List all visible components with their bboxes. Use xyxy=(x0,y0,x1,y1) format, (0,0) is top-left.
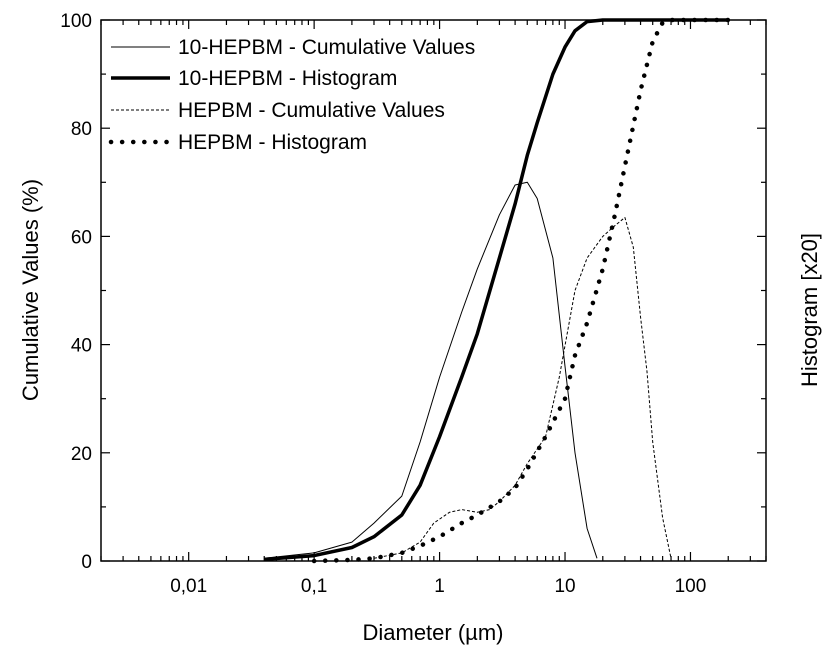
x-tick-label: 0,01 xyxy=(170,576,207,597)
x-axis-title: Diameter (µm) xyxy=(362,620,503,645)
legend-label-2: 10-HEPBM - Histogram xyxy=(178,67,397,90)
y-tick-label: 40 xyxy=(71,336,92,357)
axis-ticks: 0,01 0,1 1 10 100 0 20 40 60 80 100 xyxy=(60,11,767,597)
series-lines xyxy=(264,17,731,564)
series-line-4 xyxy=(311,17,731,564)
legend-label-1: 10-HEPBM - Cumulative Values xyxy=(178,36,475,59)
y-tick-label: 0 xyxy=(81,552,92,573)
series-line-1 xyxy=(264,181,598,559)
legend-label-3: HEPBM - Cumulative Values xyxy=(178,99,445,122)
legend-label-4: HEPBM - Histogram xyxy=(178,131,367,154)
x-tick-label: 1 xyxy=(434,576,445,597)
series-line-2 xyxy=(264,18,729,562)
series-line-3 xyxy=(373,217,672,559)
y2-axis-title: Histogram [x20] xyxy=(797,233,822,387)
y-tick-label: 100 xyxy=(60,11,92,32)
y-tick-label: 80 xyxy=(71,119,92,140)
x-tick-label: 10 xyxy=(554,576,575,597)
y-tick-label: 60 xyxy=(71,227,92,248)
y-tick-label: 20 xyxy=(71,444,92,465)
y-axis-title: Cumulative Values (%) xyxy=(18,179,43,401)
x-tick-label: 0,1 xyxy=(301,576,327,597)
x-tick-label: 100 xyxy=(675,576,707,597)
legend: 10-HEPBM - Cumulative Values 10-HEPBM - … xyxy=(108,36,475,154)
